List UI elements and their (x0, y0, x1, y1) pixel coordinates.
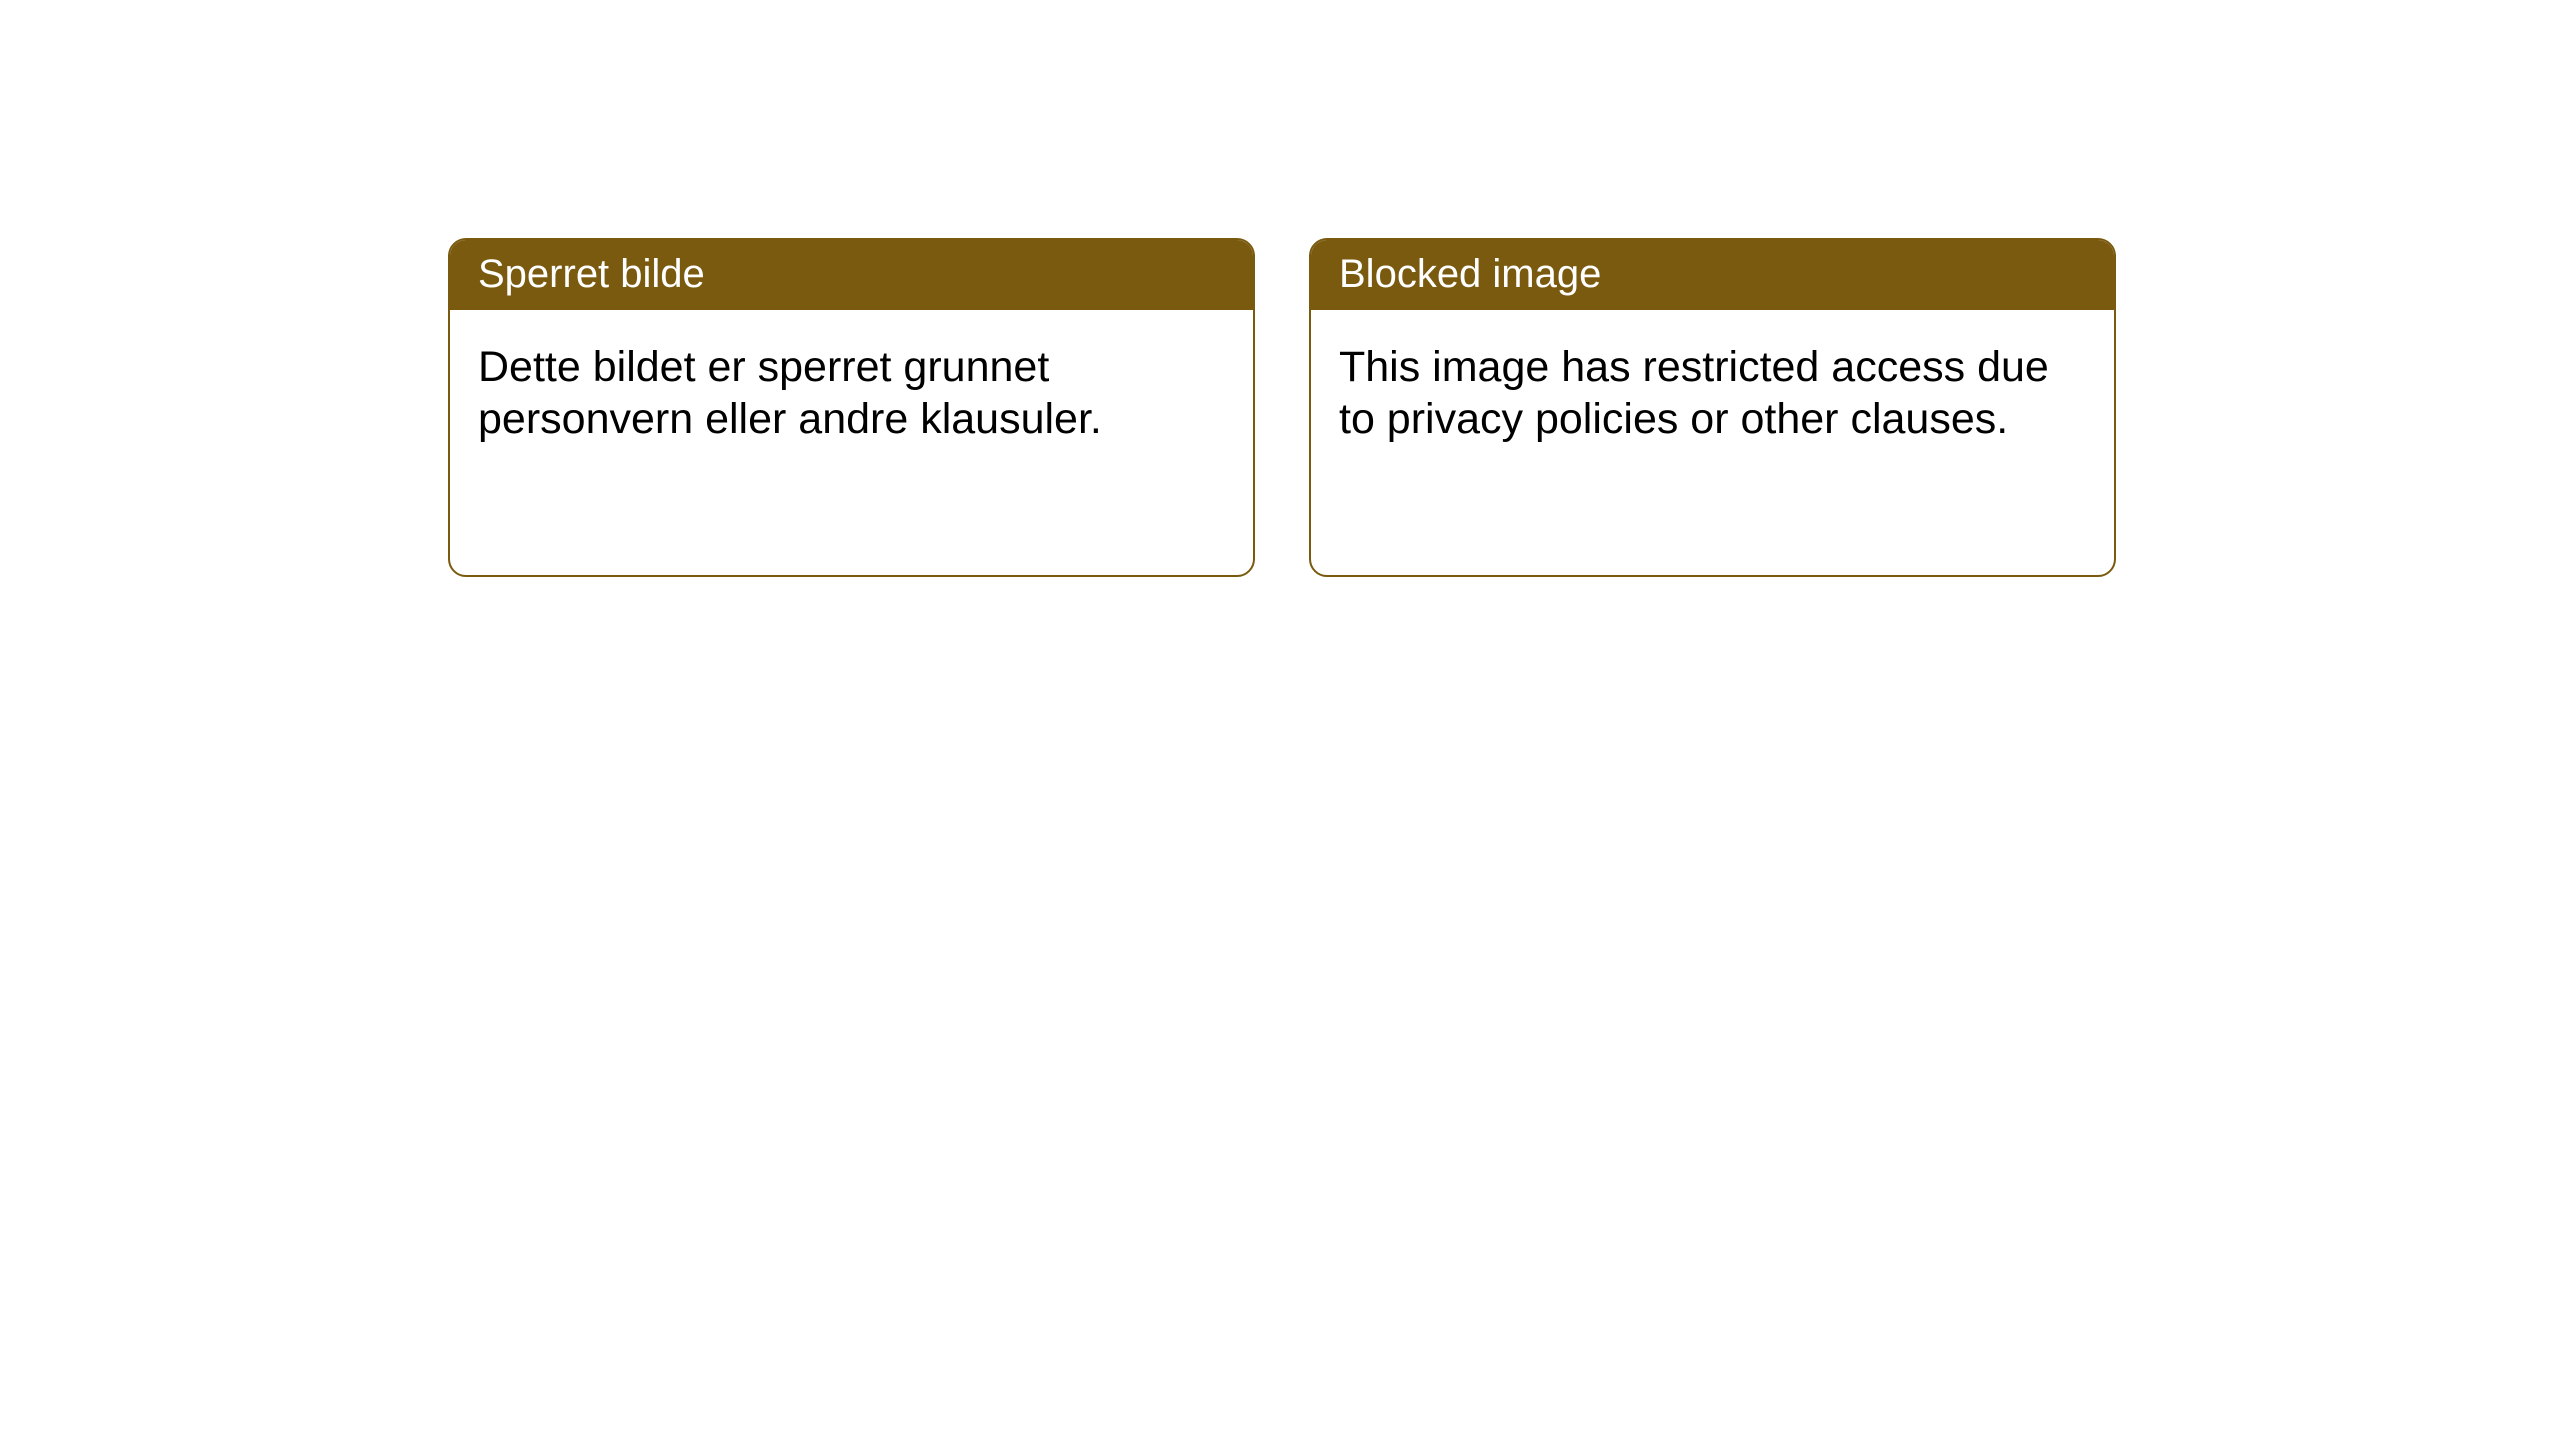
card-body-no: Dette bildet er sperret grunnet personve… (450, 310, 1253, 473)
blocked-image-card-no: Sperret bilde Dette bildet er sperret gr… (448, 238, 1255, 577)
blocked-image-card-en: Blocked image This image has restricted … (1309, 238, 2116, 577)
notice-cards-container: Sperret bilde Dette bildet er sperret gr… (448, 238, 2116, 577)
card-body-en: This image has restricted access due to … (1311, 310, 2114, 473)
card-header-no: Sperret bilde (450, 240, 1253, 310)
card-header-en: Blocked image (1311, 240, 2114, 310)
